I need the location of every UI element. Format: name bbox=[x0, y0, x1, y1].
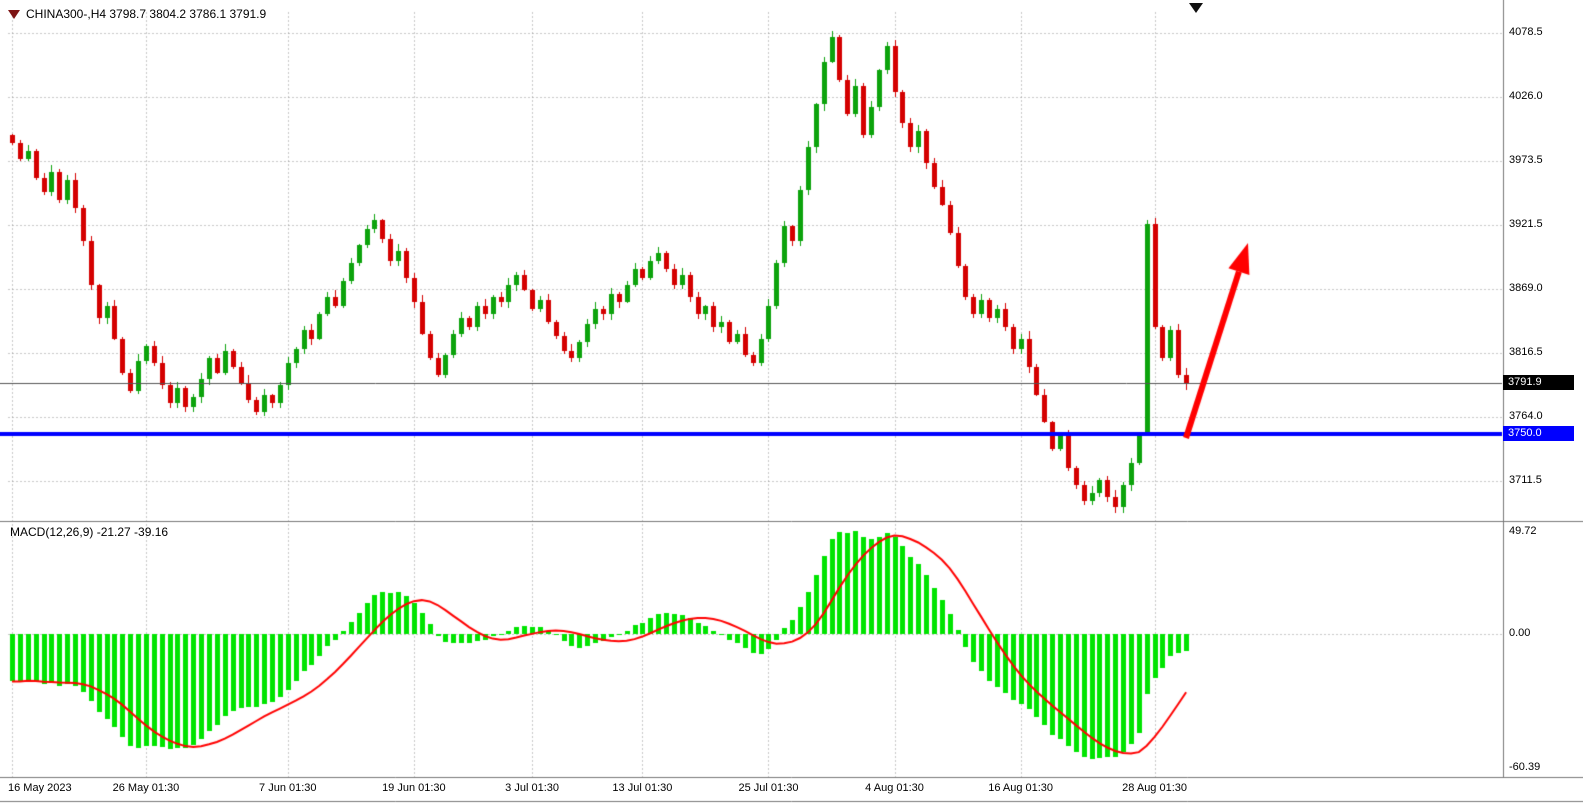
macd-axis-label: -60.39 bbox=[1509, 761, 1541, 773]
symbol-header: CHINA300-,H4 3798.7 3804.2 3786.1 3791.9 bbox=[8, 7, 266, 21]
date-axis-label: 16 Aug 01:30 bbox=[988, 782, 1054, 794]
symbol-ohlc-readout: CHINA300-,H4 3798.7 3804.2 3786.1 3791.9 bbox=[26, 7, 267, 21]
symbol-marker-icon bbox=[8, 9, 20, 19]
chart-shift-marker-icon[interactable] bbox=[1189, 3, 1203, 13]
price-axis-label: 3764.0 bbox=[1509, 410, 1543, 422]
price-axis-label: 3869.0 bbox=[1509, 282, 1543, 294]
date-axis-label: 7 Jun 01:30 bbox=[259, 782, 317, 794]
date-axis-label: 13 Jul 01:30 bbox=[612, 782, 673, 794]
date-axis-label: 4 Aug 01:30 bbox=[865, 782, 924, 794]
price-axis-label: 3816.5 bbox=[1509, 346, 1543, 358]
price-axis-label: 4078.5 bbox=[1509, 26, 1543, 38]
date-axis-label: 3 Jul 01:30 bbox=[505, 782, 559, 794]
date-axis-label: 28 Aug 01:30 bbox=[1122, 782, 1188, 794]
price-axis-label: 4026.0 bbox=[1509, 90, 1543, 102]
macd-indicator-label: MACD(12,26,9) -21.27 -39.16 bbox=[10, 525, 169, 539]
date-axis-label: 25 Jul 01:30 bbox=[738, 782, 799, 794]
price-axis-label: 3973.5 bbox=[1509, 154, 1543, 166]
price-axis-label: 3711.5 bbox=[1509, 474, 1542, 486]
date-axis-label: 26 May 01:30 bbox=[112, 782, 180, 794]
price-axis-label: 3921.5 bbox=[1509, 218, 1543, 230]
current-price-tag: 3791.9 bbox=[1503, 375, 1574, 390]
date-axis-label: 19 Jun 01:30 bbox=[382, 782, 446, 794]
macd-axis-label: 49.72 bbox=[1509, 525, 1537, 537]
support-price-tag: 3750.0 bbox=[1503, 426, 1574, 441]
macd-axis-label: 0.00 bbox=[1509, 627, 1531, 639]
date-axis-label: 16 May 2023 bbox=[8, 782, 72, 794]
